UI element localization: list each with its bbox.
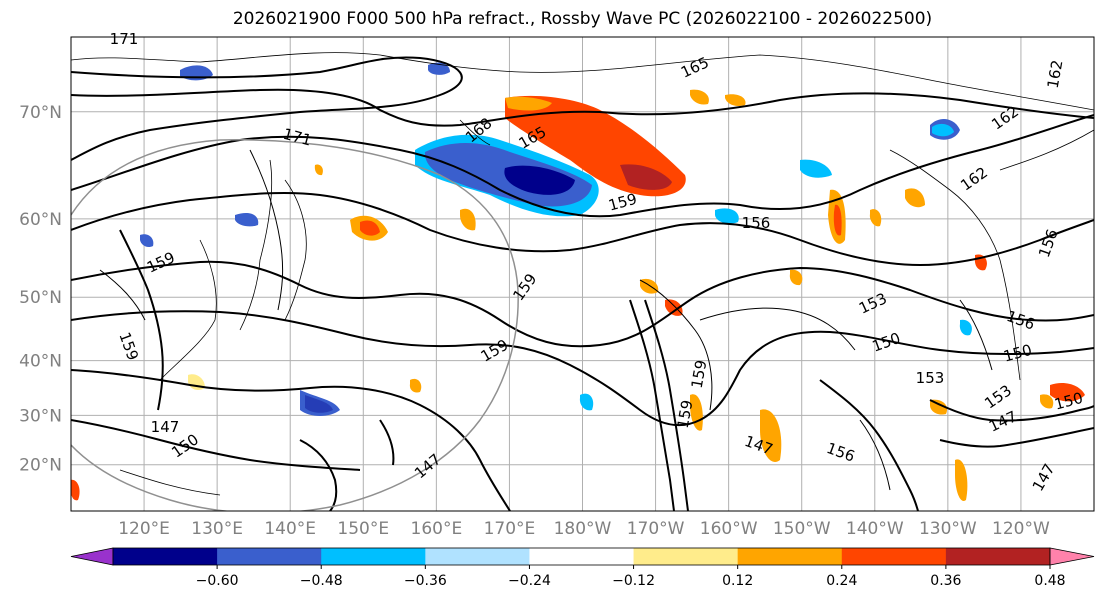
colorbar-extend-max: [1049, 547, 1095, 566]
contour-label: 171: [110, 30, 139, 48]
colorbar-segment: [945, 548, 1051, 565]
colorbar-tick-label: −0.24: [508, 573, 551, 589]
latitude-label: 20°N: [19, 456, 62, 476]
longitude-label: 140°E: [264, 519, 316, 539]
longitude-label: 130°E: [191, 519, 243, 539]
latitude-label: 50°N: [19, 288, 62, 308]
longitude-label: 120°E: [118, 519, 170, 539]
latitude-label: 30°N: [19, 406, 62, 426]
colorbar-segment: [425, 548, 530, 565]
colorbar-tick-label: −0.12: [612, 573, 655, 589]
longitude-label: 170°E: [484, 519, 536, 539]
colorbar-tick-label: 0.36: [930, 573, 961, 589]
colorbar-segment: [737, 548, 843, 565]
colorbar-extend-min: [70, 547, 114, 566]
longitude-axis-labels: 120°E 130°E 140°E 150°E 160°E 170°E 180°W 170°W…: [118, 519, 1050, 539]
fine-contours: [99, 149, 993, 491]
contour-label: 147: [151, 418, 180, 436]
colorbar-tick-label: 0.12: [722, 573, 753, 589]
colorbar-tick-label: 0.48: [1034, 573, 1065, 589]
contour-label: 159: [674, 398, 697, 429]
geodesic-circle: [71, 139, 519, 511]
longitude-label: 120°W: [992, 519, 1050, 539]
latitude-label: 70°N: [19, 103, 62, 123]
longitude-label: 130°W: [919, 519, 977, 539]
colorbar-segment: [529, 548, 635, 565]
contour-label: 162: [1044, 58, 1067, 89]
longitude-label: 150°W: [773, 519, 831, 539]
colorbar-outline: [112, 547, 1051, 566]
latitude-axis-labels: 70°N 60°N 50°N 40°N 30°N 20°N: [19, 103, 62, 476]
contour-label: 159: [688, 358, 711, 389]
colorbar-segment: [841, 548, 947, 565]
contour-label: 153: [916, 369, 945, 387]
rossby-wave-pc-shading: [71, 62, 1085, 501]
longitude-label: 170°W: [627, 519, 685, 539]
coastlines: [71, 52, 1094, 496]
map-frame: [70, 36, 1095, 512]
colorbar: −0.60 −0.48 −0.36 −0.24 −0.12 0.12 0.24 0.36 0.4…: [70, 547, 1095, 589]
refractivity-contours: [71, 56, 1094, 511]
colorbar-segment: [113, 548, 218, 565]
longitude-label: 160°E: [411, 519, 463, 539]
colorbar-segment: [633, 548, 739, 565]
latitude-label: 60°N: [19, 210, 62, 230]
longitude-label: 150°E: [337, 519, 389, 539]
contour-label: 156: [742, 214, 771, 232]
longitude-label: 180°W: [554, 519, 612, 539]
colorbar-tick-label: −0.48: [300, 573, 343, 589]
colorbar-segment: [321, 548, 426, 565]
latitude-label: 40°N: [19, 352, 62, 372]
colorbar-tick-label: 0.24: [826, 573, 857, 589]
colorbar-tick-label: −0.36: [404, 573, 447, 589]
colorbar-segment: [217, 548, 322, 565]
map-title: 2026021900 F000 500 hPa refract., Rossby…: [232, 9, 933, 29]
longitude-label: 160°W: [700, 519, 758, 539]
longitude-label: 140°W: [846, 519, 904, 539]
colorbar-tick-label: −0.60: [196, 573, 239, 589]
